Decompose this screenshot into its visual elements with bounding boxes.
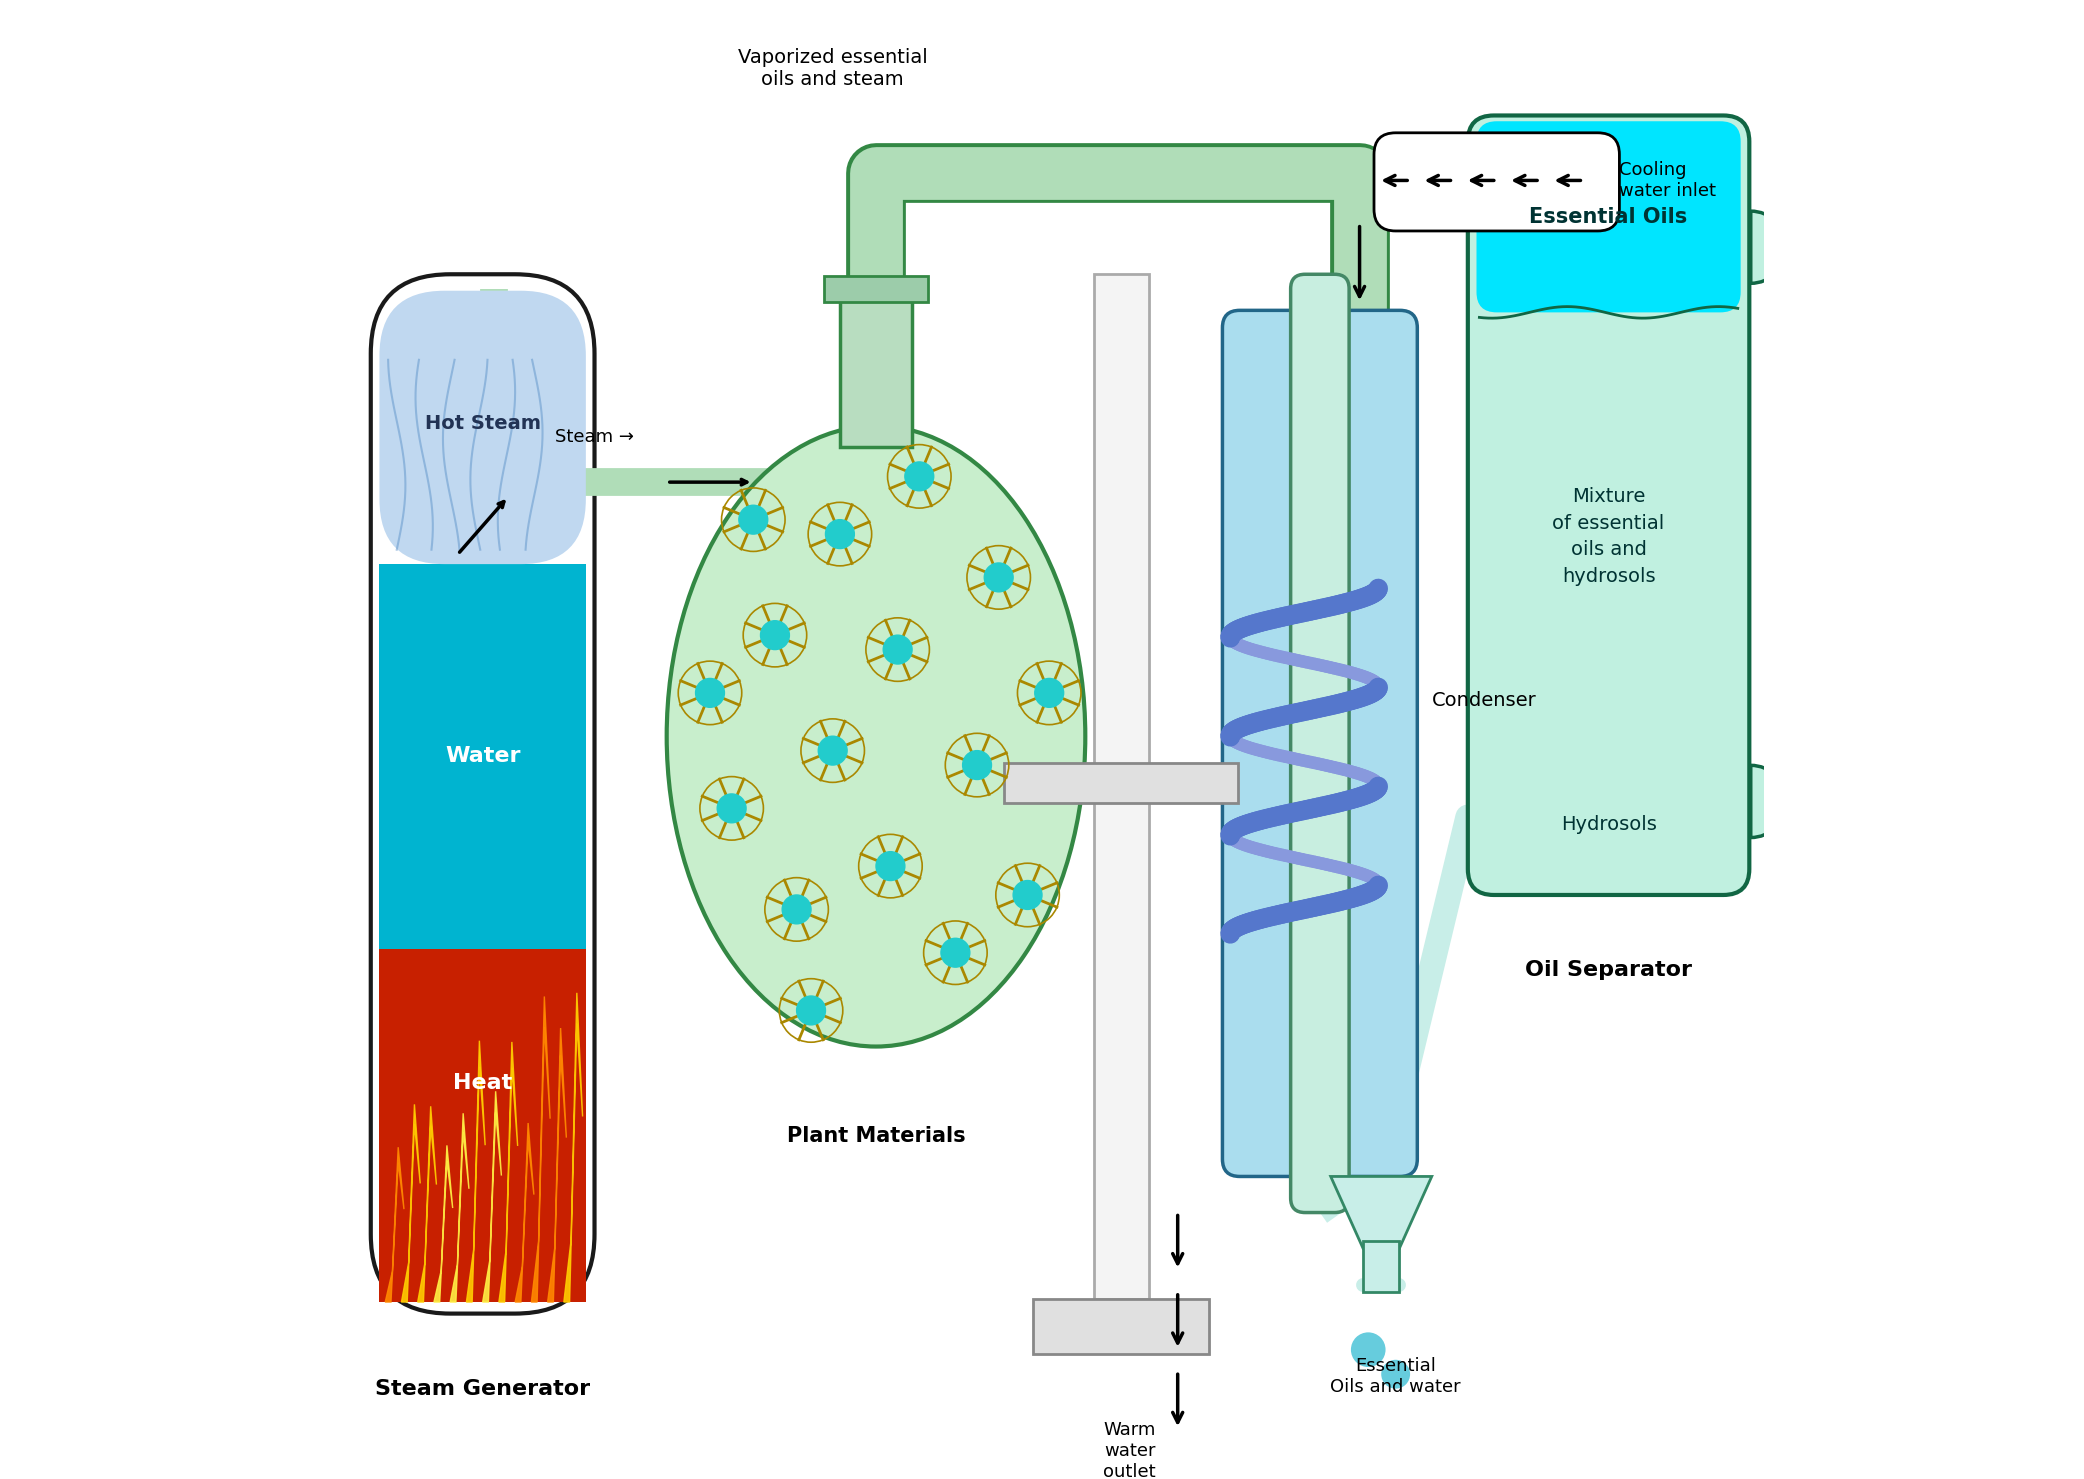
Polygon shape: [386, 1148, 404, 1302]
Bar: [1363, 1241, 1398, 1293]
Circle shape: [884, 634, 913, 664]
Polygon shape: [467, 1041, 486, 1302]
Polygon shape: [450, 1114, 469, 1302]
Text: Vaporized essential
oils and steam: Vaporized essential oils and steam: [738, 49, 927, 90]
Bar: [1004, 763, 1238, 803]
Text: Cooling
water inlet: Cooling water inlet: [1619, 161, 1717, 200]
Text: Condenser: Condenser: [1432, 691, 1536, 710]
Bar: [823, 275, 927, 302]
FancyBboxPatch shape: [379, 291, 586, 563]
Text: Heat: Heat: [452, 1072, 513, 1093]
FancyBboxPatch shape: [1467, 115, 1748, 895]
Circle shape: [963, 751, 992, 779]
Polygon shape: [531, 997, 550, 1302]
Polygon shape: [548, 1028, 567, 1302]
FancyBboxPatch shape: [1223, 311, 1417, 1176]
Circle shape: [1350, 1333, 1386, 1367]
Bar: [840, 288, 913, 448]
Circle shape: [984, 563, 1013, 592]
Polygon shape: [498, 1041, 517, 1302]
Circle shape: [796, 995, 825, 1025]
Polygon shape: [402, 1105, 421, 1302]
Polygon shape: [433, 1145, 452, 1302]
Polygon shape: [565, 992, 584, 1302]
Polygon shape: [483, 1092, 502, 1302]
FancyBboxPatch shape: [371, 274, 594, 1313]
Bar: [1034, 1299, 1209, 1353]
FancyBboxPatch shape: [1373, 133, 1619, 231]
Text: Oil Separator: Oil Separator: [1525, 960, 1692, 981]
Text: Essential Oils: Essential Oils: [1530, 207, 1688, 226]
Polygon shape: [417, 1106, 436, 1302]
Text: Hot Steam: Hot Steam: [425, 414, 540, 433]
FancyBboxPatch shape: [1475, 121, 1740, 312]
Circle shape: [740, 506, 767, 534]
Text: Warm
water
outlet: Warm water outlet: [1102, 1421, 1157, 1479]
Circle shape: [696, 679, 725, 707]
Circle shape: [904, 461, 934, 491]
Ellipse shape: [667, 426, 1086, 1047]
Circle shape: [819, 737, 846, 765]
Text: Mixture
of essential
oils and
hydrosols: Mixture of essential oils and hydrosols: [1553, 487, 1665, 586]
Circle shape: [875, 852, 904, 880]
Circle shape: [717, 794, 746, 822]
Polygon shape: [515, 1123, 534, 1302]
FancyBboxPatch shape: [1290, 274, 1348, 1213]
Bar: [379, 948, 586, 1302]
Text: Essential
Oils and water: Essential Oils and water: [1330, 1356, 1461, 1396]
Circle shape: [1013, 880, 1042, 910]
Circle shape: [1036, 679, 1063, 707]
Wedge shape: [1751, 211, 1786, 284]
Text: Hydrosols: Hydrosols: [1561, 815, 1657, 834]
Text: Water: Water: [444, 747, 521, 766]
Wedge shape: [1751, 765, 1786, 837]
Text: Plant Materials: Plant Materials: [786, 1126, 965, 1146]
Circle shape: [761, 621, 790, 649]
Text: Steam →: Steam →: [554, 427, 634, 447]
Bar: [1094, 274, 1148, 1299]
Circle shape: [942, 938, 969, 967]
Bar: [379, 563, 586, 948]
Text: Steam Generator: Steam Generator: [375, 1378, 590, 1399]
Circle shape: [825, 519, 854, 549]
Polygon shape: [1332, 1176, 1432, 1248]
Circle shape: [782, 895, 811, 924]
Circle shape: [1382, 1359, 1411, 1389]
